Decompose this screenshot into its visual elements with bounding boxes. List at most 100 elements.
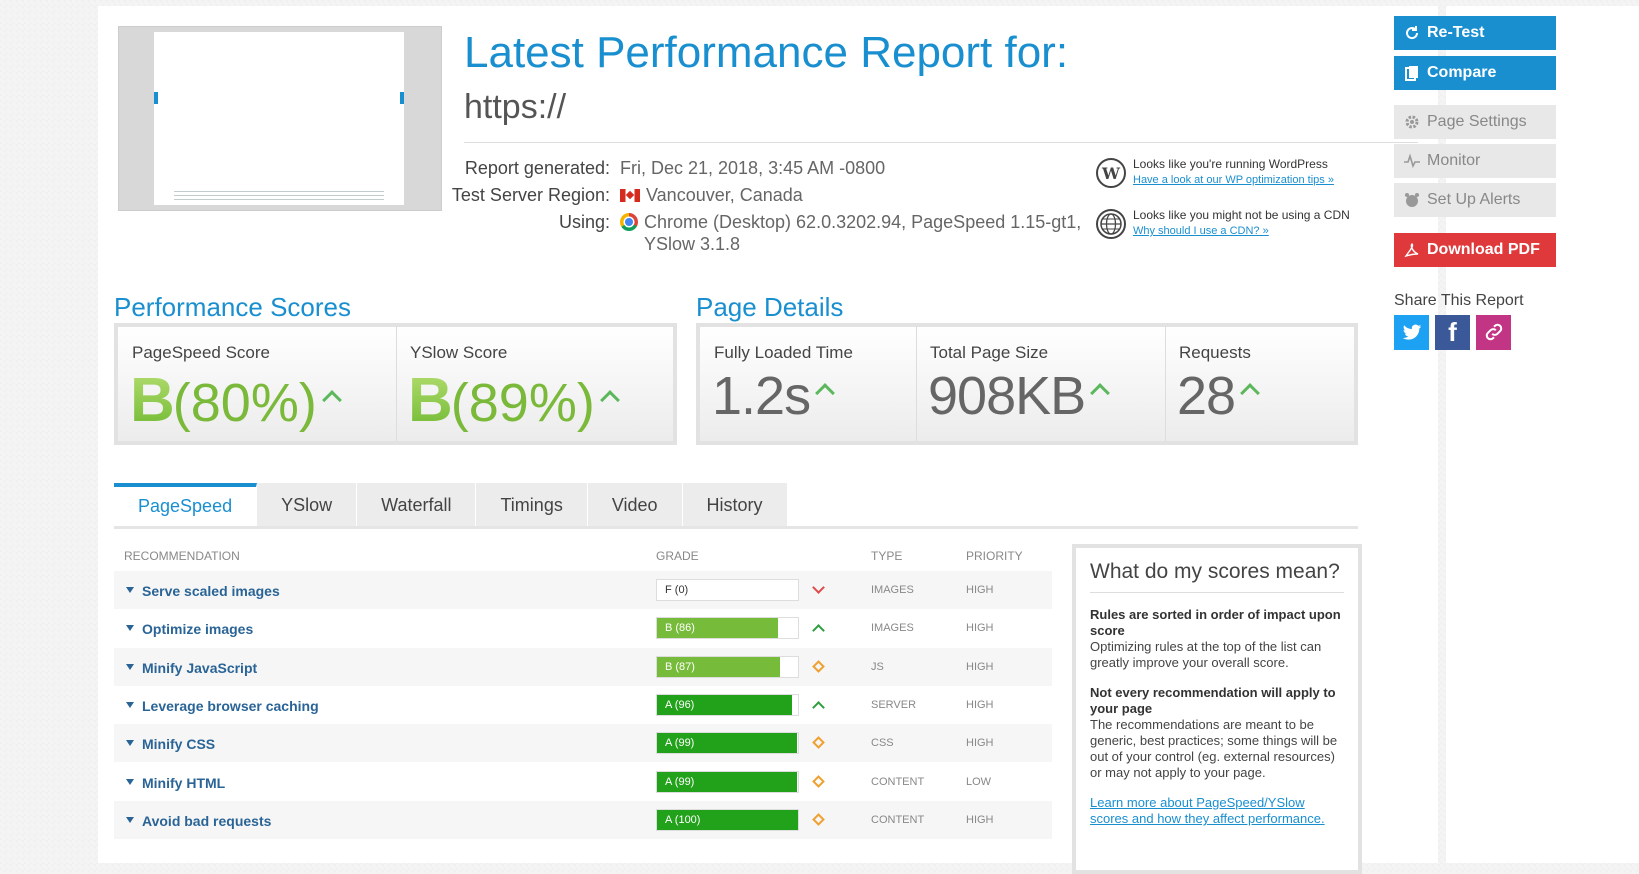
fully-loaded-cell: Fully Loaded Time 1.2s <box>700 327 917 441</box>
chrome-icon <box>620 213 638 231</box>
recommendation-name[interactable]: Optimize images <box>142 621 254 638</box>
grade-bar: A (99) <box>656 732 799 755</box>
compare-icon <box>1405 66 1418 81</box>
pagespeed-score-value: B(80%) <box>130 365 342 436</box>
tab-history[interactable]: History <box>682 483 788 527</box>
tab-waterfall[interactable]: Waterfall <box>357 483 477 527</box>
tab-video[interactable]: Video <box>587 483 683 527</box>
globe-icon <box>1096 209 1126 239</box>
report-url: https:// <box>464 88 567 126</box>
page-screenshot-thumbnail[interactable] <box>118 26 442 211</box>
tab-timings[interactable]: Timings <box>476 483 588 527</box>
globe-svg <box>1100 213 1122 235</box>
up-arrow-icon <box>599 390 620 410</box>
recommendation-priority: HIGH <box>966 584 994 596</box>
up-arrow-icon <box>1090 383 1111 403</box>
caret-down-icon[interactable] <box>126 625 134 632</box>
recommendation-name[interactable]: Leverage browser caching <box>142 697 319 714</box>
yslow-grade: B <box>408 366 453 435</box>
grade-bar: A (99) <box>656 770 799 793</box>
report-generated-value: Fri, Dec 21, 2018, 3:45 AM -0800 <box>620 158 886 178</box>
recommendation-name[interactable]: Serve scaled images <box>142 583 280 599</box>
link-share-button[interactable] <box>1476 315 1511 350</box>
cdn-tip-text: Looks like you might not be using a CDN <box>1133 208 1350 222</box>
caret-down-icon[interactable] <box>126 587 134 593</box>
recommendation-name[interactable]: Minify CSS <box>142 736 216 753</box>
requests-label: Requests <box>1179 343 1251 362</box>
side-actions: Re-Test Compare Page Settings Monitor Se… <box>1394 6 1639 863</box>
caret-down-icon[interactable] <box>126 701 134 708</box>
pagespeed-pct: (80%) <box>172 373 317 433</box>
main-panel: Latest Performance Report for: https:// … <box>98 6 1438 874</box>
recommendation-name[interactable]: Minify HTML <box>142 774 226 791</box>
link-icon <box>1485 323 1502 341</box>
compare-button[interactable]: Compare <box>1394 56 1556 90</box>
table-row[interactable]: Minify JavaScript B (87) JS HIGH <box>114 647 1052 686</box>
caret-down-icon[interactable] <box>126 740 134 747</box>
learn-more-link[interactable]: Learn more about PageSpeed/YSlow scores … <box>1090 795 1325 826</box>
info-paragraph-2: The recommendations are meant to be gene… <box>1090 717 1338 780</box>
trend-neutral-icon <box>812 775 826 789</box>
refresh-icon <box>1406 26 1419 40</box>
col-header-priority: Priority <box>966 549 1023 563</box>
yslow-score-value: B(89%) <box>408 365 620 436</box>
recommendation-priority: HIGH <box>966 660 994 673</box>
page-size-value: 908KB <box>928 365 1111 427</box>
recommendation-name[interactable]: Avoid bad requests <box>142 812 272 829</box>
trend-up-icon <box>812 698 826 712</box>
fully-loaded-value: 1.2s <box>712 365 835 427</box>
using-value-line2: YSlow 3.1.8 <box>644 234 741 254</box>
yslow-score-label: YSlow Score <box>410 343 508 362</box>
table-row[interactable]: Avoid bad requests A (100) CONTENT HIGH <box>114 800 1052 839</box>
table-row[interactable]: Serve scaled images F (0) IMAGES HIGH <box>114 571 1052 609</box>
requests-cell: Requests 28 <box>1165 327 1354 441</box>
col-header-grade: Grade <box>656 549 699 563</box>
wp-optimization-link[interactable]: Have a look at our WP optimization tips … <box>1133 174 1334 186</box>
trend-down-icon <box>812 583 826 597</box>
facebook-share-button[interactable]: f <box>1435 315 1470 350</box>
share-report-title: Share This Report <box>1394 292 1524 309</box>
tab-pagespeed[interactable]: PageSpeed <box>114 483 258 527</box>
col-header-recommendation: Recommendation <box>124 549 240 563</box>
recommendation-name[interactable]: Minify JavaScript <box>142 659 258 676</box>
table-row[interactable]: Optimize images B (86) IMAGES HIGH <box>114 609 1052 647</box>
recommendation-type: CONTENT <box>871 813 925 826</box>
setup-alerts-button[interactable]: Set Up Alerts <box>1394 183 1556 217</box>
trend-neutral-icon <box>812 813 826 827</box>
report-title: Latest Performance Report for: <box>464 28 1069 77</box>
table-row[interactable]: Leverage browser caching A (96) SERVER HIGH <box>114 686 1052 724</box>
cdn-link[interactable]: Why should I use a CDN? » <box>1133 225 1269 237</box>
page-details-title: Page Details <box>696 292 844 322</box>
pagespeed-score-cell: PageSpeed Score B(80%) <box>118 327 397 441</box>
using-label: Using: <box>558 212 610 232</box>
recommendation-priority: HIGH <box>966 737 994 750</box>
col-header-type: Type <box>871 549 903 563</box>
requests-count: 28 <box>1177 366 1236 426</box>
table-row[interactable]: Minify HTML A (99) CONTENT LOW <box>114 763 1052 801</box>
recommendation-type: JS <box>871 660 884 673</box>
total-page-size: 908KB <box>928 366 1086 426</box>
grade-label: A (99) <box>665 775 695 788</box>
report-generated-label: Report generated: <box>464 158 610 178</box>
caret-down-icon[interactable] <box>126 778 134 785</box>
tab-yslow[interactable]: YSlow <box>257 483 358 527</box>
caret-down-icon[interactable] <box>126 816 134 823</box>
performance-scores-box: PageSpeed Score B(80%) YSlow Score B(89%… <box>114 323 677 445</box>
table-row[interactable]: Minify CSS A (99) CSS HIGH <box>114 724 1052 763</box>
recommendation-type: SERVER <box>871 698 917 711</box>
caret-down-icon[interactable] <box>126 663 134 670</box>
side-panel: Re-Test Compare Page Settings Monitor Se… <box>1394 6 1639 863</box>
page-settings-button[interactable]: Page Settings <box>1394 105 1556 139</box>
recommendation-priority: HIGH <box>966 813 994 826</box>
twitter-share-button[interactable] <box>1394 315 1429 350</box>
canada-flag-icon <box>620 189 640 202</box>
download-pdf-label: Download PDF <box>1427 241 1540 258</box>
up-arrow-icon <box>1240 383 1260 403</box>
fully-loaded-time: 1.2s <box>712 366 811 426</box>
monitor-button[interactable]: Monitor <box>1394 144 1556 178</box>
info-title: What do my scores mean? <box>1090 560 1344 593</box>
grade-bar: A (96) <box>656 693 799 716</box>
retest-button[interactable]: Re-Test <box>1394 16 1556 50</box>
download-pdf-button[interactable]: Download PDF <box>1394 233 1556 267</box>
setup-alerts-label: Set Up Alerts <box>1427 191 1521 208</box>
